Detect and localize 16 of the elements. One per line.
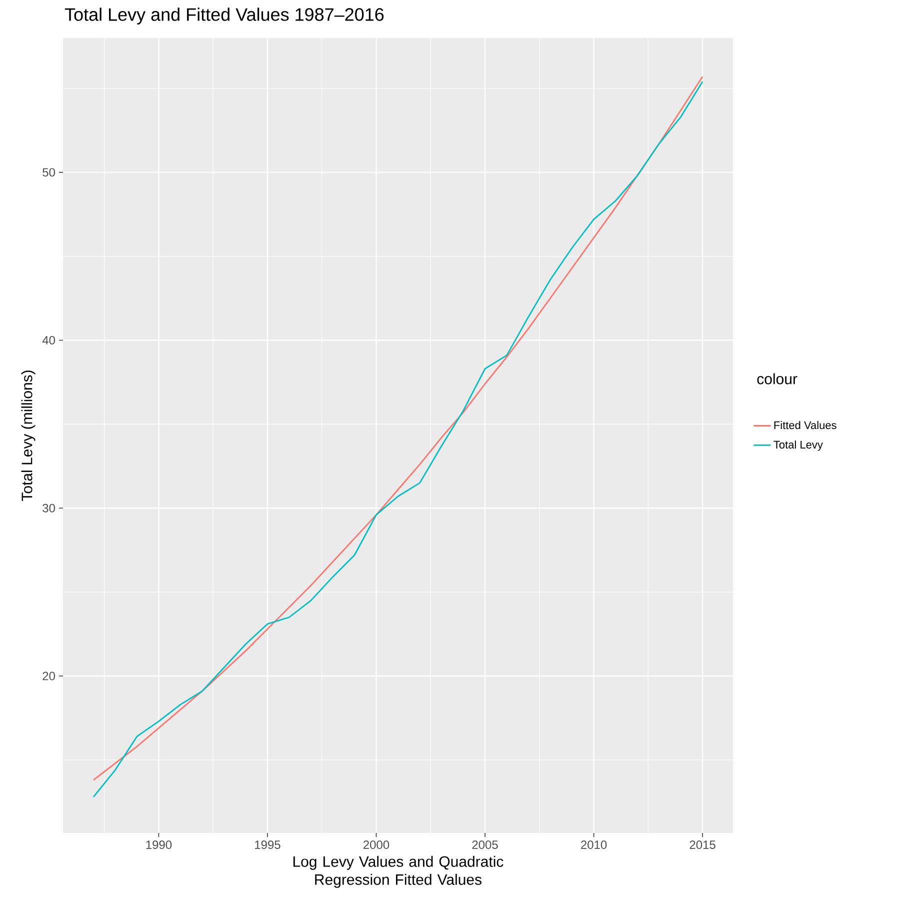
x-tick-label: 2010 — [581, 840, 607, 850]
legend-title: colour — [757, 373, 798, 384]
chart-title: Total Levy and Fitted Values 1987–2016 — [64, 8, 384, 24]
legend-label: Total Levy — [774, 440, 823, 451]
legend-label: Fitted Values — [774, 421, 836, 430]
x-tick-label: 2015 — [690, 840, 716, 850]
x-tick-label: 1995 — [255, 840, 280, 850]
y-tick-label: 50 — [42, 168, 56, 177]
y-tick-label: 30 — [42, 504, 56, 512]
y-tick-label: 20 — [42, 672, 56, 680]
y-tick-label: 40 — [42, 336, 56, 344]
x-axis-title: Log Levy Values and Quadratic Regression Fitted Values — [293, 856, 504, 888]
x-tick-label: 2005 — [472, 840, 498, 850]
y-axis-title: Total Levy (millions) — [21, 370, 36, 502]
x-tick-label: 1990 — [146, 840, 172, 850]
x-tick-label: 2000 — [363, 840, 390, 850]
